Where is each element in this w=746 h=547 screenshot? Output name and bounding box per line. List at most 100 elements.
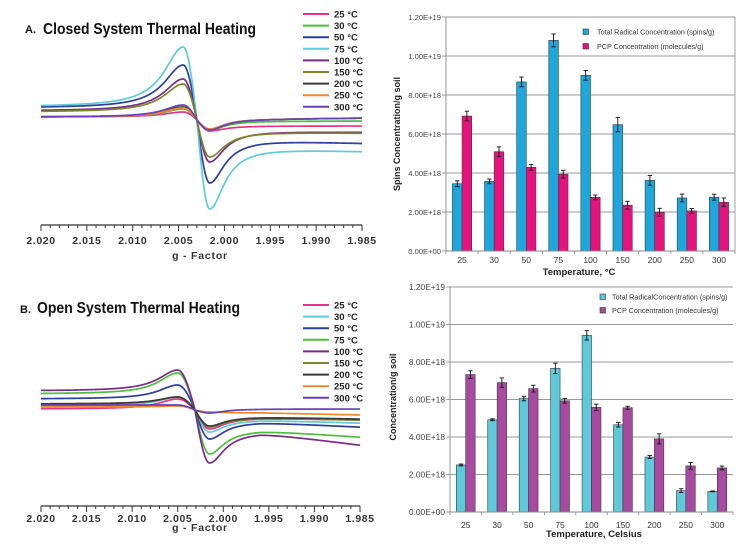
panel-label: A.: [25, 24, 36, 36]
legend-label: 250 °C: [334, 382, 363, 393]
y-tick-label: 4.00E+18: [408, 169, 441, 178]
bar-pcp-75: [559, 400, 570, 513]
x-tick-label: 300: [710, 520, 724, 530]
legend-item: 100 °C: [303, 56, 363, 67]
x-tick-label: 2.015: [72, 513, 101, 525]
error-bar-pcp-250: [689, 208, 694, 214]
panel-title: Closed System Thermal Heating: [43, 21, 256, 38]
legend-item: 200 °C: [303, 370, 363, 381]
bar-pcp-100: [590, 197, 601, 252]
x-tick-label: 2.000: [210, 235, 239, 247]
error-bar-pcp-30: [499, 377, 505, 388]
legend-label: PCP Concentration (molecules/g): [612, 306, 719, 315]
error-bar-pcp-75: [561, 169, 566, 179]
x-tick-label: 2.010: [118, 513, 147, 525]
legend-item: 300 °C: [303, 102, 363, 113]
y-tick-label: 0.00E+00: [409, 507, 445, 517]
bar-pcp-25: [461, 115, 472, 252]
y-tick-label: 0.00E+00: [408, 247, 441, 256]
x-tick-label: 150: [616, 255, 630, 265]
epr-panel-closed-system: A. Closed System Thermal Heating 2.020 2.…: [25, 10, 376, 263]
error-bar-pcp-25: [464, 110, 470, 122]
error-bar-total-radical-30: [487, 178, 492, 185]
bar-pcp-30: [493, 151, 505, 252]
error-bar-pcp-250: [688, 462, 693, 470]
x-axis-label: Temperature, °C: [543, 267, 616, 278]
bar-total-radical-50: [518, 398, 529, 513]
x-tick-label: 75: [554, 255, 564, 265]
legend-label: 150 °C: [334, 359, 363, 370]
axes: 0.00E+00 2.00E+18 4.00E+18 6.00E+18 8.00E+18…: [409, 282, 734, 530]
y-tick-label: 1.00E+19: [409, 319, 445, 329]
x-tick-label: 1.995: [256, 235, 285, 247]
y-tick-label: 8.00E+18: [408, 91, 441, 100]
legend-item: 30 °C: [303, 21, 358, 32]
legend-item: Total RadicalConcentration (spins/g): [599, 293, 727, 302]
legend-label: 300 °C: [334, 102, 363, 113]
legend-label: PCP Concentration (molecules/g): [597, 42, 704, 51]
error-bar-total-radical-50: [519, 76, 524, 88]
x-tick-label: 2.015: [72, 235, 101, 247]
legend-label: 25 °C: [334, 301, 358, 312]
y-tick-label: 6.00E+18: [408, 130, 441, 139]
legend-item: 250 °C: [303, 91, 363, 102]
error-bar-total-radical-50: [521, 395, 527, 402]
bar-total-radical-150: [612, 124, 623, 252]
x-tick-label: 100: [584, 520, 598, 530]
bar-total-radical-200: [644, 456, 655, 513]
legend-label: 150 °C: [334, 68, 363, 79]
error-bar-total-radical-75: [551, 33, 556, 48]
y-tick-label: 2.00E+18: [408, 208, 441, 217]
curve-50-c: [40, 384, 361, 440]
bar-total-radical-75: [550, 368, 561, 513]
legend-label: 25 °C: [334, 10, 358, 21]
bar-pcp-75: [558, 173, 569, 252]
y-tick-label: 4.00E+18: [409, 432, 445, 442]
legend-item: 30 °C: [303, 312, 358, 323]
legend-item: 50 °C: [303, 33, 358, 44]
error-bar-pcp-300: [719, 465, 725, 471]
x-tick-label: 25: [457, 255, 467, 265]
y-axis-label: Spins Concentration/g soil: [392, 77, 402, 191]
error-bar-pcp-25: [468, 370, 473, 379]
error-bar-pcp-50: [528, 163, 534, 171]
x-tick-label: 2.005: [163, 513, 192, 525]
bar-total-radical-250: [676, 197, 688, 252]
y-tick-label: 1.20E+19: [409, 282, 445, 292]
error-bar-total-radical-100: [584, 330, 589, 341]
x-axis-label: Temperature, Celsius: [546, 529, 642, 540]
x-tick-label: 100: [583, 255, 597, 265]
x-axis: 2.020 2.015 2.010 2.005 2.000 1.995 1.990 1.985: [26, 505, 374, 525]
bar-pcp-25: [465, 374, 476, 513]
x-tick-label: 1.995: [254, 513, 283, 525]
x-tick-label: 30: [492, 520, 502, 530]
legend-item: 25 °C: [303, 301, 358, 312]
bar-total-radical-30: [487, 419, 498, 513]
curve-200-c: [40, 396, 361, 427]
bars: [455, 330, 728, 513]
legend-label: Total Radical Concentration (spins/g): [597, 28, 714, 37]
error-bar-pcp-75: [562, 398, 567, 404]
legend-swatch: [599, 293, 606, 300]
bar-pcp-50: [528, 388, 539, 513]
error-bar-pcp-150: [625, 200, 630, 210]
x-tick-label: 200: [648, 255, 662, 265]
bar-pcp-150: [622, 204, 633, 252]
bar-pcp-50: [525, 167, 537, 252]
x-tick-label: 50: [524, 520, 534, 530]
error-bar-total-radical-300: [711, 193, 717, 201]
x-tick-label: 2.005: [164, 235, 193, 247]
x-tick-label: 2.020: [26, 235, 55, 247]
bar-total-radical-150: [613, 424, 624, 513]
curve-75-c: [40, 46, 363, 210]
curve-300-c: [40, 404, 361, 414]
error-bar-pcp-200: [656, 433, 662, 445]
error-bar-pcp-30: [496, 146, 502, 158]
x-tick-label: 75: [555, 520, 565, 530]
legend-item: 150 °C: [303, 359, 363, 370]
bar-total-radical-300: [709, 196, 720, 252]
legend: Total RadicalConcentration (spins/g) PCP …: [599, 293, 727, 315]
x-tick-label: 300: [712, 255, 726, 265]
